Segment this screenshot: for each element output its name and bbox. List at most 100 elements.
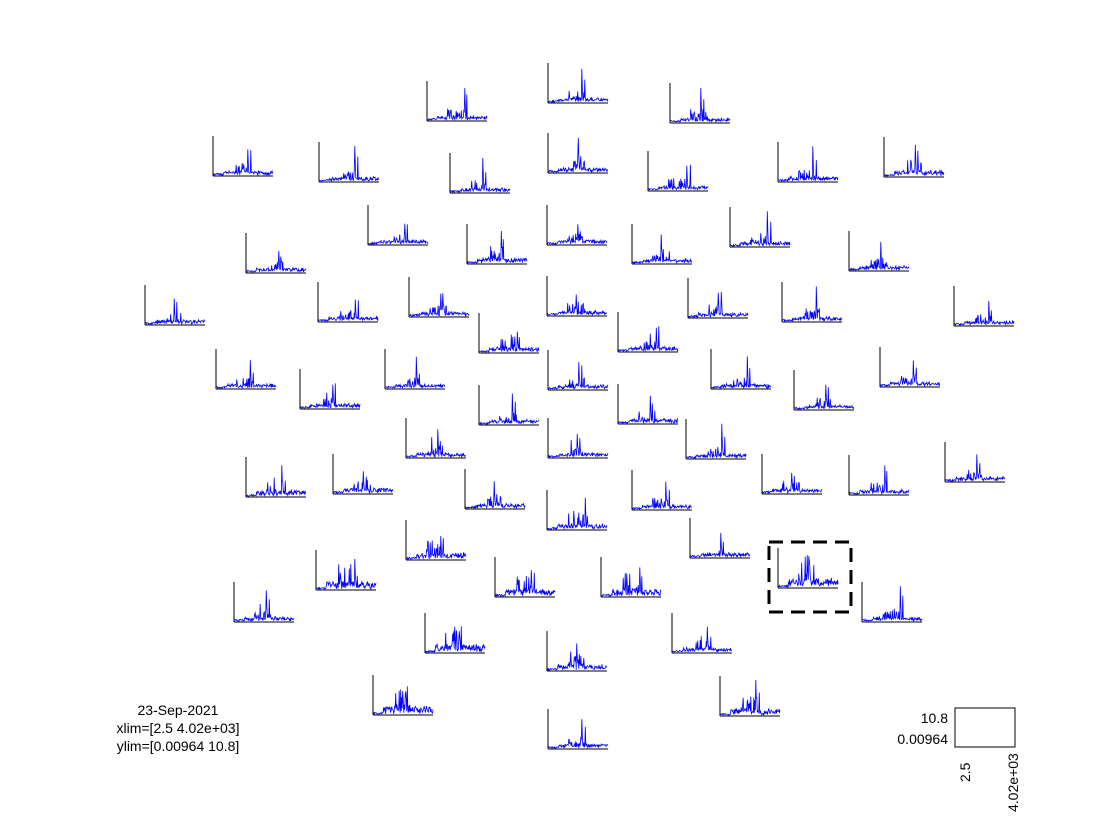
channel-spectrum-line	[546, 497, 608, 531]
channel-plot	[719, 676, 781, 717]
channel-spectrum-line	[547, 433, 609, 459]
channel-plot	[478, 385, 540, 426]
channel-plot	[848, 231, 910, 272]
channel-plot	[318, 142, 380, 183]
channel-plot	[466, 224, 528, 265]
channel-plot	[600, 557, 662, 598]
scale-ymax-label: 10.8	[920, 710, 948, 726]
xlim-label: xlim=[2.5 4.02e+03]	[116, 720, 240, 736]
channel-spectrum-line	[617, 395, 679, 425]
channel-spectrum-line	[617, 326, 679, 353]
channel-spectrum-line	[449, 157, 511, 194]
channel-spectrum-line	[233, 590, 295, 623]
channel-plot	[245, 457, 307, 498]
channel-spectrum-line	[647, 164, 709, 191]
channel-spectrum-line	[478, 331, 540, 354]
ylim-label: ylim=[0.00964 10.8]	[116, 738, 240, 754]
channel-plot	[689, 518, 751, 559]
channel-spectrum-line	[546, 224, 608, 245]
channel-spectrum-line	[883, 144, 945, 177]
channel-plot	[671, 613, 733, 654]
channel-spectrum-line	[424, 626, 486, 654]
channel-plot	[669, 83, 731, 124]
channel-plot	[687, 278, 749, 319]
channel-plot	[729, 207, 791, 248]
channel-plot	[424, 613, 486, 654]
channel-plot	[861, 582, 923, 623]
channel-spectrum-line	[669, 87, 731, 124]
channel-plot	[777, 142, 839, 183]
channel-spectrum-line	[372, 686, 434, 716]
channel-plot	[233, 582, 295, 623]
channel-spectrum-line	[546, 643, 608, 672]
channel-plot	[547, 709, 609, 750]
channel-plot	[631, 470, 693, 511]
channel-plot	[617, 384, 679, 425]
channel-spectrum-line	[426, 88, 488, 122]
selected-channel-box[interactable]	[767, 540, 853, 614]
channel-plot	[685, 419, 747, 460]
channel-plot	[647, 151, 709, 192]
channel-spectrum-line	[367, 223, 429, 246]
channel-spectrum-line	[861, 586, 923, 623]
channel-spectrum-line	[245, 250, 307, 274]
channel-plot	[546, 490, 608, 531]
channel-spectrum-line	[245, 465, 307, 498]
scale-xmax-label: 4.02e+03	[1005, 753, 1021, 812]
channel-spectrum-line	[600, 567, 662, 597]
channel-spectrum-line	[953, 300, 1015, 326]
channel-spectrum-line	[631, 481, 693, 510]
channel-spectrum-line	[494, 570, 556, 598]
channel-spectrum-line	[710, 356, 772, 390]
channel-spectrum-line	[848, 465, 910, 496]
channel-spectrum-line	[406, 429, 466, 459]
channel-spectrum-line	[332, 471, 394, 494]
channel-spectrum-line	[212, 149, 274, 177]
channel-plot	[546, 276, 607, 317]
scale-ymin-label: 0.00964	[897, 731, 948, 747]
channel-spectrum-line	[318, 146, 380, 183]
channel-spectrum-line	[730, 211, 791, 248]
channel-spectrum-line	[466, 230, 528, 265]
channel-spectrum-line	[547, 719, 609, 750]
channel-plot	[299, 369, 361, 410]
channel-plot	[384, 349, 446, 390]
channel-plot	[494, 557, 556, 598]
channel-spectrum-line	[384, 356, 446, 390]
channel-plot	[317, 282, 379, 323]
channel-plot	[212, 136, 274, 177]
channel-spectrum-line	[464, 481, 526, 510]
channel-spectrum-line	[546, 294, 607, 317]
channel-spectrum-line	[315, 558, 377, 591]
channel-plot	[547, 350, 609, 391]
channel-spectrum-line	[689, 532, 751, 559]
channel-plot	[883, 137, 945, 178]
channel-spectrum-line	[944, 454, 1006, 483]
scale-reference-axes	[954, 707, 1016, 748]
channel-spectrum-line	[777, 555, 839, 588]
channel-plot	[464, 469, 526, 510]
channel-spectrum-line	[547, 68, 609, 104]
channel-plot	[405, 418, 466, 459]
channel-plot	[793, 370, 855, 411]
channel-spectrum-line	[547, 362, 609, 391]
channel-plot	[617, 312, 679, 353]
channel-spectrum-line	[879, 360, 941, 388]
channel-plot	[546, 631, 608, 672]
scale-xmin-label: 2.5	[957, 762, 973, 782]
channel-plot	[408, 277, 470, 318]
channel-plot	[215, 349, 277, 390]
channel-plot	[547, 63, 609, 104]
channel-plot	[144, 285, 206, 326]
channel-plot	[426, 81, 488, 122]
channel-spectrum-line	[777, 146, 839, 183]
channel-plot	[547, 133, 609, 174]
channel-spectrum-line	[672, 626, 733, 653]
channel-plot	[944, 442, 1006, 483]
channel-spectrum-line	[631, 234, 693, 264]
channel-spectrum-line	[547, 137, 609, 174]
channel-plot	[245, 233, 307, 274]
channel-spectrum-line	[848, 241, 910, 272]
